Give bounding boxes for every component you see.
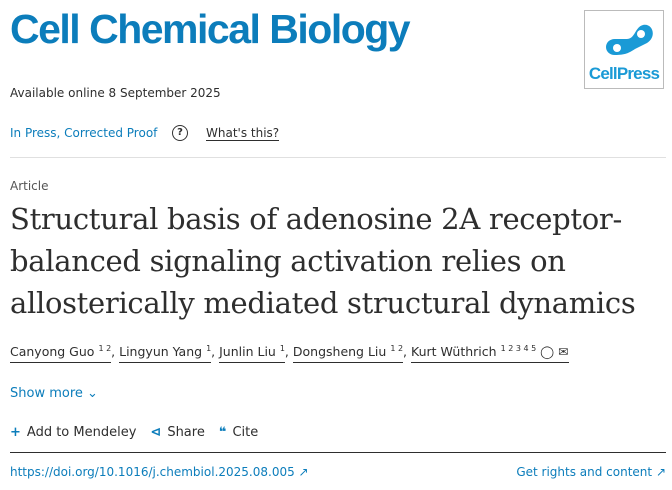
- author-link[interactable]: Dongsheng Liu 1 2: [292, 344, 404, 364]
- quote-icon: ❝: [218, 425, 227, 440]
- in-press-link[interactable]: In Press, Corrected Proof: [10, 126, 158, 140]
- plus-icon: +: [10, 425, 21, 440]
- available-online-date: Available online 8 September 2025: [10, 86, 221, 100]
- divider: [10, 157, 666, 158]
- external-link-icon: ↗: [298, 465, 309, 479]
- share-button[interactable]: ⊲ Share: [150, 425, 205, 440]
- get-rights-link[interactable]: Get rights and content ↗: [516, 465, 666, 479]
- author-list: Canyong Guo 1 2, Lingyun Yang 1, Junlin …: [10, 344, 569, 364]
- share-icon: ⊲: [150, 425, 162, 440]
- external-link-icon: ↗: [655, 465, 666, 479]
- whats-this-link[interactable]: What's this?: [206, 126, 280, 141]
- divider: [10, 452, 666, 453]
- show-more-button[interactable]: Show more ⌄: [10, 386, 98, 401]
- add-to-mendeley-button[interactable]: + Add to Mendeley: [10, 425, 137, 440]
- doi-link[interactable]: https://doi.org/10.1016/j.chembiol.2025.…: [10, 465, 309, 479]
- cellpress-logo-icon: [606, 24, 653, 55]
- article-type: Article: [10, 179, 49, 193]
- cellpress-logo[interactable]: CellPress: [584, 10, 664, 89]
- chevron-down-icon: ⌄: [87, 386, 98, 401]
- person-icon: ◯: [540, 344, 555, 360]
- email-icon: ✉: [558, 344, 569, 360]
- author-link[interactable]: Lingyun Yang 1: [119, 344, 212, 364]
- author-link[interactable]: Kurt Wüthrich 1 2 3 4 5 ◯ ✉: [411, 344, 569, 364]
- author-link[interactable]: Canyong Guo 1 2: [10, 344, 112, 364]
- journal-title[interactable]: Cell Chemical Biology: [10, 6, 411, 52]
- cite-button[interactable]: ❝ Cite: [218, 425, 259, 440]
- article-title: Structural basis of adenosine 2A recepto…: [10, 202, 636, 320]
- author-link[interactable]: Junlin Liu 1: [219, 344, 285, 364]
- article-actions: + Add to Mendeley ⊲ Share ❝ Cite: [10, 425, 258, 440]
- help-icon[interactable]: ?: [172, 125, 188, 141]
